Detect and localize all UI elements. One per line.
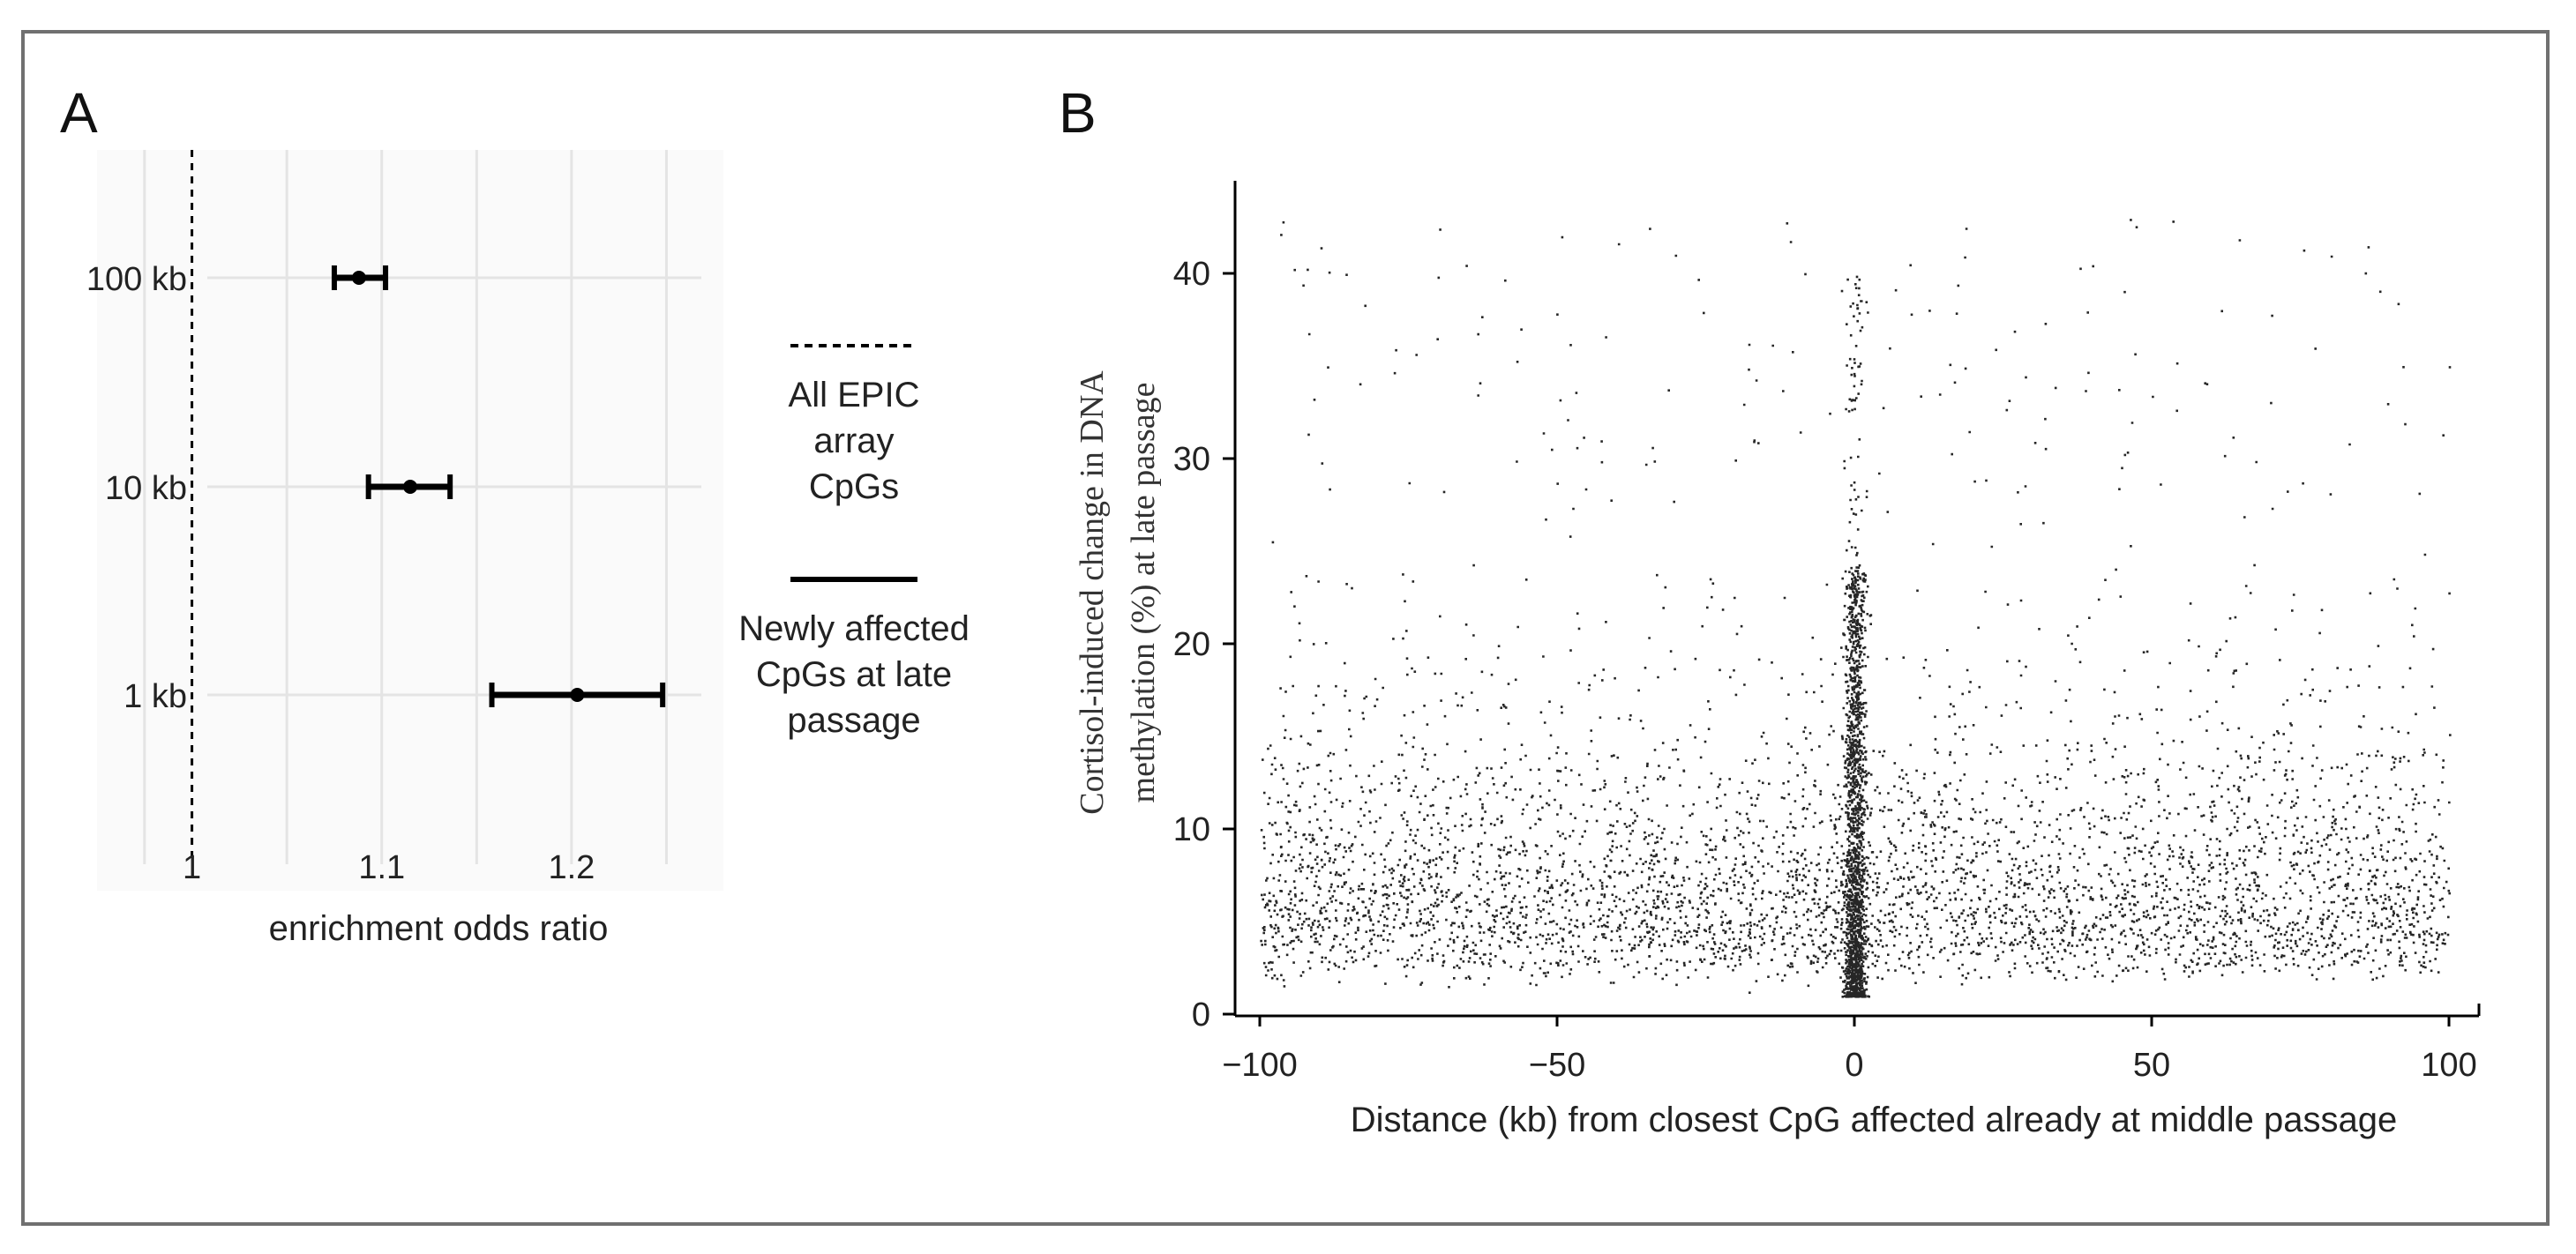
panel-a-plot-background — [97, 150, 723, 891]
legend-text-line: Newly affected — [738, 609, 970, 648]
panel-b-y-tick-label: 10 — [1173, 811, 1210, 848]
panel-b-letter: B — [1059, 81, 1097, 145]
panel-a-point-estimate — [570, 688, 585, 702]
panel-b-x-tick-label: 100 — [2421, 1047, 2476, 1084]
panel-b-y-tick-label: 40 — [1173, 256, 1210, 293]
legend-text-line: CpGs — [809, 467, 899, 506]
panel-a-gridlines — [143, 150, 701, 864]
panel-a-letter: A — [60, 81, 98, 145]
panel-a-category-labels: 100 kb 10 kb 1 kb — [86, 261, 187, 715]
panel-a-category-label: 10 kb — [105, 470, 187, 507]
panel-b-y-tick-label: 0 — [1192, 996, 1210, 1034]
panel-a-x-tick-label: 1.2 — [548, 849, 595, 886]
panel-b-axes — [1233, 181, 2481, 1018]
panel-b-x-tick-labels: −100 −50 0 50 100 — [1222, 1016, 2477, 1084]
panel-a-intervals — [331, 265, 666, 707]
panel-a-x-tick-label: 1.1 — [358, 849, 405, 886]
panel-b-y-axis-title: Cortisol-induced change in DNA methylatio… — [1074, 370, 1162, 815]
panel-b-y-tick-label: 30 — [1173, 441, 1210, 478]
panel-b-x-tick-label: −100 — [1222, 1047, 1298, 1084]
legend-item: All EPIC array CpGs — [789, 344, 920, 506]
panel-a: A 100 kb 10 kb 1 kb 1 1.1 1.2 enrichment odd… — [60, 81, 723, 948]
panel-a-point-range — [365, 474, 453, 499]
panel-b-y-axis-title-line: Cortisol-induced change in DNA — [1074, 370, 1111, 815]
legend-text-line: CpGs at late — [756, 655, 952, 694]
panel-a-x-axis-title: enrichment odds ratio — [269, 909, 609, 948]
panel-a-category-label: 100 kb — [86, 261, 187, 298]
legend-text-line: array — [813, 422, 894, 460]
panel-b-x-tick-label: −50 — [1529, 1047, 1585, 1084]
panel-b-x-axis-title: Distance (kb) from closest CpG affected … — [1351, 1101, 2397, 1139]
panel-a-category-label: 1 kb — [124, 678, 187, 715]
panel-a-x-tick-label: 1 — [183, 849, 201, 886]
panel-b-y-tick-label: 20 — [1173, 626, 1210, 663]
panel-b-x-tick-label: 50 — [2133, 1047, 2170, 1084]
panel-a-point-estimate — [351, 271, 366, 285]
figure-frame — [21, 30, 2550, 1226]
panel-a-point-range — [331, 265, 389, 290]
legend-text-line: All EPIC — [789, 376, 920, 414]
panel-a-point-estimate — [403, 480, 417, 494]
panel-b-scatter-point-cloud — [1260, 219, 2452, 998]
panel-b-y-tick-labels: 0 10 20 30 40 — [1173, 256, 1235, 1034]
legend-item: Newly affected CpGs at late passage — [738, 577, 970, 740]
panel-a-x-tick-labels: 1 1.1 1.2 — [183, 849, 595, 886]
panel-b: B 0 10 20 30 40 −100 −50 0 50 100 Distance (kb) … — [1059, 81, 2481, 1139]
panel-b-y-axis-title-group: Cortisol-induced change in DNA methylatio… — [1074, 370, 1162, 815]
panel-b-y-axis-title-line: methylation (%) at late passage — [1125, 383, 1162, 803]
panel-a-point-range — [489, 683, 666, 707]
legend: All EPIC array CpGs Newly affected CpGs at l… — [738, 344, 970, 740]
panel-b-scatter-points — [1260, 219, 2452, 998]
panel-b-x-tick-label: 0 — [1845, 1047, 1863, 1084]
legend-text-line: passage — [787, 701, 920, 740]
